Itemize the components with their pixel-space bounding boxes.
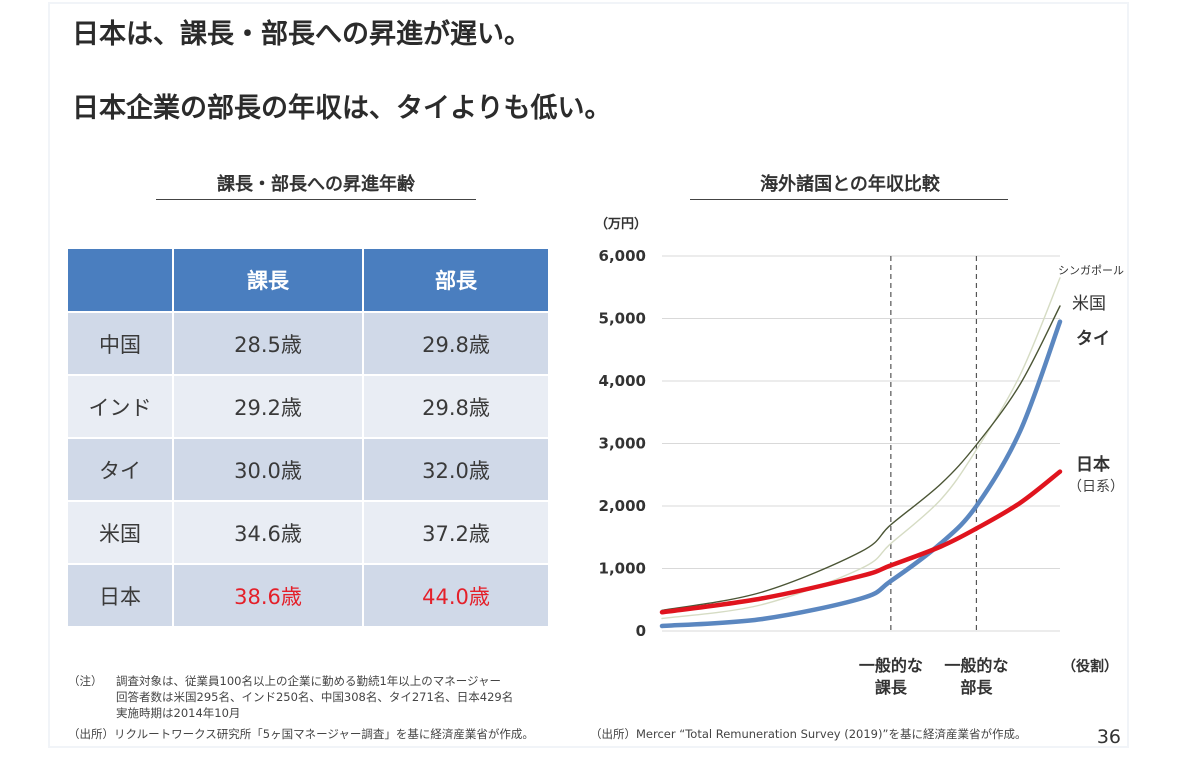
headline-promotion: 日本は、課長・部長への昇進が遅い。 (72, 19, 531, 50)
headline-salary: 日本企業の部長の年収は、タイよりも低い。 (72, 93, 612, 124)
table-row: インド 29.2歳 29.8歳 (68, 376, 550, 439)
note-line-1: 調査対象は、従業員100名以上の企業に勤める勤続1年以上のマネージャー (116, 674, 501, 688)
series-label-2: タイ (1076, 329, 1110, 349)
series-line-1 (661, 305, 1061, 612)
series-line-0 (661, 277, 1061, 620)
y-tick-label: 0 (636, 622, 646, 640)
series-line-2 (659, 319, 1063, 629)
table-row: 米国 34.6歳 37.2歳 (68, 502, 550, 565)
table-title-rule (156, 199, 476, 200)
salary-line-chart: （万円） 0 1,000 2,000 3,000 4,000 5,000 6,000 一般的な課… (595, 216, 1124, 697)
y-tick-label: 5,000 (599, 310, 646, 328)
cell-kacho-age: 38.6歳 (174, 565, 364, 628)
cell-country: 米国 (68, 502, 174, 565)
table-header-row: 課長 部長 (68, 249, 550, 313)
header-bucho: 部長 (364, 249, 550, 313)
series-label-3: 日本 (1076, 454, 1110, 475)
series-line-3 (659, 469, 1063, 615)
cell-bucho-age: 29.8歳 (364, 376, 550, 439)
slide: 日本は、課長・部長への昇進が遅い。 日本企業の部長の年収は、タイよりも低い。 課… (48, 2, 1129, 748)
cell-bucho-age: 32.0歳 (364, 439, 550, 502)
cell-bucho-age: 29.8歳 (364, 313, 550, 376)
header-kacho: 課長 (174, 249, 364, 313)
series-sublabel-3: （日系） (1068, 479, 1124, 495)
y-tick-label: 6,000 (599, 247, 646, 265)
note-label: （注） (68, 674, 103, 688)
header-country (68, 249, 174, 313)
table-row: 中国 28.5歳 29.8歳 (68, 313, 550, 376)
cell-country: タイ (68, 439, 174, 502)
note-line-3: 実施時期は2014年10月 (116, 706, 241, 720)
x-axis-label: （役割） (1062, 658, 1118, 675)
role-label-line1: 一般的な (944, 656, 1008, 675)
chart-title-rule (690, 199, 1008, 200)
promotion-age-table: 課長 部長 中国 28.5歳 29.8歳 インド 29.2歳 29.8歳 タイ 30.0歳 32… (68, 249, 550, 628)
cell-kacho-age: 28.5歳 (174, 313, 364, 376)
cell-country: 日本 (68, 565, 174, 628)
cell-kacho-age: 30.0歳 (174, 439, 364, 502)
role-label-line2: 課長 (875, 678, 908, 697)
cell-country: 中国 (68, 313, 174, 376)
role-label-line1: 一般的な (859, 656, 923, 675)
chart-source: （出所）Mercer “Total Remuneration Survey (2… (590, 727, 1027, 741)
cell-kacho-age: 29.2歳 (174, 376, 364, 439)
chart-title: 海外諸国との年収比較 (760, 174, 940, 195)
table-row: タイ 30.0歳 32.0歳 (68, 439, 550, 502)
y-tick-label: 1,000 (599, 560, 646, 578)
series-label-1: 米国 (1072, 294, 1106, 314)
cell-country: インド (68, 376, 174, 439)
y-tick-label: 4,000 (599, 372, 646, 390)
cell-kacho-age: 34.6歳 (174, 502, 364, 565)
y-axis-unit-label: （万円） (595, 216, 647, 232)
y-tick-label: 3,000 (599, 435, 646, 453)
table-title: 課長・部長への昇進年齢 (217, 174, 415, 195)
table-row: 日本 38.6歳 44.0歳 (68, 565, 550, 628)
cell-bucho-age: 44.0歳 (364, 565, 550, 628)
role-label-line2: 部長 (960, 678, 993, 697)
series-label-0: シンガポール (1058, 264, 1124, 277)
cell-bucho-age: 37.2歳 (364, 502, 550, 565)
page-number: 36 (1096, 726, 1121, 748)
table-source: （出所）リクルートワークス研究所「5ヶ国マネージャー調査」を基に経済産業省が作成… (68, 727, 534, 741)
y-tick-label: 2,000 (599, 497, 646, 515)
note-line-2: 回答者数は米国295名、インド250名、中国308名、タイ271名、日本429名 (116, 690, 514, 704)
